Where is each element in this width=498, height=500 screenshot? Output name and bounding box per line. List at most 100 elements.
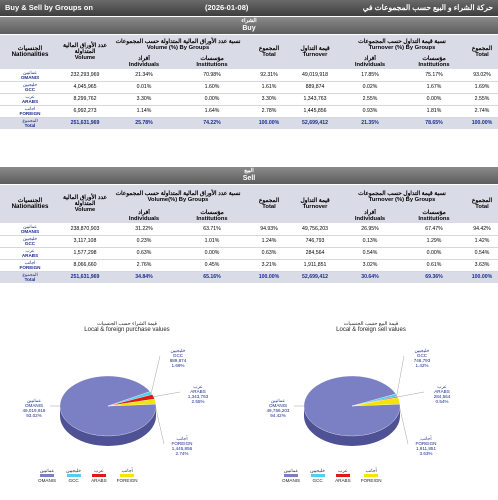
nationality-cell: أجانب FOREIGN [0, 259, 60, 272]
cell-ti: 17.85% [338, 69, 403, 82]
sell-col-turnover: قيمة التداول Turnover [292, 185, 339, 223]
cell-ti: 2.55% [338, 93, 403, 106]
cell-turn: 1,343,763 [292, 93, 339, 106]
sell-pie-chart: قيمة البيع حسب الجنسيات Local & foreign s… [252, 318, 490, 496]
cell-turn: 284,564 [292, 247, 339, 260]
cell-tn: 75.17% [402, 69, 467, 82]
legend-item-foreign: أجانب FOREIGN [116, 468, 138, 483]
total-cell-ti: 30.64% [338, 271, 403, 283]
nationality-cell: عرب ARABS [0, 247, 60, 260]
nationality-cell: عمانيين OMANIS [0, 69, 60, 82]
total-label-cell: المجموع Total [0, 271, 60, 283]
cell-vol: 6,992,273 [60, 105, 110, 118]
sell-col-individuals-2: أفراد Individuals [338, 209, 403, 223]
chart-legend: عمانيين OMANIS خليجيين GCC عرب ARABS أجانب FORE… [38, 468, 238, 483]
pie-label-omanis: عمانيين OMANIS 49,019,918 93.02% [22, 398, 46, 418]
legend-item-arabs: عرب ARABS [91, 468, 107, 483]
cell-tt: 0.54% [466, 247, 498, 260]
cell-tn: 0.00% [402, 93, 467, 106]
cell-vi: 3.30% [110, 93, 178, 106]
legend-item-omanis: عمانيين OMANIS [38, 468, 57, 483]
cell-tt: 3.63% [466, 259, 498, 272]
pie-label-gcc: خليجيين GCC 889,874 1.69% [169, 348, 187, 368]
cell-tt: 1.69% [466, 81, 498, 94]
pie-slice-foreign [351, 397, 401, 407]
total-cell-tn: 69.36% [402, 271, 467, 283]
total-cell-turn: 52,699,412 [292, 271, 339, 283]
buy-col-nationalities: الجنسيات Nationalities [0, 35, 60, 69]
cell-vn: 0.00% [178, 93, 247, 106]
buy-total-row: المجموع Total 251,631,969 25.78% 74.22% 100.0… [0, 117, 498, 129]
cell-vn: 0.45% [178, 259, 247, 272]
cell-vi: 31.22% [110, 223, 178, 236]
chart-legend: عمانيين OMANIS خليجيين GCC عرب ARABS أجانب FORE… [282, 468, 482, 483]
cell-vol: 8,299,762 [60, 93, 110, 106]
cell-vt: 94.93% [246, 223, 293, 236]
legend-swatch [335, 474, 350, 477]
cell-vt: 3.30% [246, 93, 293, 106]
sell-row-omanis: عمانيين OMANIS 238,870,903 31.22% 63.71% 94.9… [0, 223, 498, 236]
buy-col-individuals-2: أفراد Individuals [338, 55, 403, 69]
pie-wall-omanis [60, 406, 156, 446]
cell-ti: 0.02% [338, 81, 403, 94]
sell-col-volume-pct: نسبة عدد الأوراق المالية المتداولة حسب ا… [110, 185, 247, 209]
cell-vn: 0.00% [178, 247, 247, 260]
pie-slice-omanis [59, 375, 157, 437]
cell-vol: 4,045,965 [60, 81, 110, 94]
buy-col-individuals: أفراد Individuals [110, 55, 178, 69]
buy-col-institutions-2: مؤسسات Institutions [402, 55, 467, 69]
cell-vol: 1,577,298 [60, 247, 110, 260]
chart-title: قيمة الشراء حسب الجنسيات Local & foreign … [84, 321, 170, 333]
cell-tn: 1.29% [402, 235, 467, 248]
cell-tn: 1.81% [402, 105, 467, 118]
buy-col-institutions: مؤسسات Institutions [178, 55, 247, 69]
total-cell-tn: 78.65% [402, 117, 467, 129]
sell-header-en: Sell [242, 175, 256, 182]
cell-turn: 49,019,918 [292, 69, 339, 82]
cell-tn: 0.00% [402, 247, 467, 260]
sell-col-total-2: المجموع Total [466, 185, 498, 223]
cell-ti: 26.95% [338, 223, 403, 236]
pie-slice-omanis [303, 375, 401, 437]
cell-tn: 1.67% [402, 81, 467, 94]
cell-vn: 1.01% [178, 235, 247, 248]
total-cell-vi: 34.84% [110, 271, 178, 283]
total-cell-vi: 25.78% [110, 117, 178, 129]
cell-vol: 232,293,969 [60, 69, 110, 82]
sell-row-foreign: أجانب FOREIGN 8,066,660 2.76% 0.45% 3.21% 1,91… [0, 259, 498, 272]
legend-swatch [310, 474, 325, 477]
total-cell-tt: 100.00% [466, 117, 498, 129]
total-cell-vt: 100.00% [246, 271, 293, 283]
buy-table: الجنسيات Nationalities عدد الأوراق المالي… [0, 35, 498, 129]
cell-tt: 2.55% [466, 93, 498, 106]
legend-item-gcc: خليجيين GCC [66, 468, 82, 483]
sell-col-volume: عدد الأوراق المالية المتداولة Volume [60, 185, 110, 223]
nationality-cell: عرب ARABS [0, 93, 60, 106]
sell-row-gcc: خليجيين GCC 3,117,108 0.23% 1.01% 1.24% 746,79… [0, 235, 498, 248]
total-cell-ti: 21.35% [338, 117, 403, 129]
cell-vn: 1.64% [178, 105, 247, 118]
nationality-cell: خليجيين GCC [0, 81, 60, 94]
pie-label-foreign: أجانب FOREIGN 1,445,856 2.74% [171, 436, 193, 456]
pie-wall-omanis [304, 406, 400, 446]
cell-vol: 8,066,660 [60, 259, 110, 272]
leader-line [397, 391, 425, 398]
total-cell-vt: 100.00% [246, 117, 293, 129]
title-date: (2026-01-08) [205, 3, 249, 12]
cell-ti: 0.13% [338, 235, 403, 248]
cell-turn: 746,793 [292, 235, 339, 248]
sell-col-individuals: أفراد Individuals [110, 209, 178, 223]
cell-vi: 21.34% [110, 69, 178, 82]
total-cell-vn: 74.22% [178, 117, 247, 129]
cell-ti: 3.02% [338, 259, 403, 272]
sell-table: الجنسيات Nationalities عدد الأوراق المالي… [0, 185, 498, 283]
total-cell-vol: 251,631,969 [60, 271, 110, 283]
sell-col-turnover-pct: نسبة قيمة التداول حسب المجموعات Turnover … [338, 185, 467, 209]
cell-vt: 1.24% [246, 235, 293, 248]
title-bar: Buy & Sell by Groups on (2026-01-08) حرك… [0, 0, 498, 16]
pie-label-arabs: عرب ARABS 284,564 0.54% [433, 384, 451, 404]
cell-vt: 3.21% [246, 259, 293, 272]
legend-swatch [364, 474, 379, 477]
leader-line [153, 391, 181, 397]
buy-row-foreign: أجانب FOREIGN 6,992,273 1.14% 1.64% 2.78% 1,44… [0, 105, 498, 118]
